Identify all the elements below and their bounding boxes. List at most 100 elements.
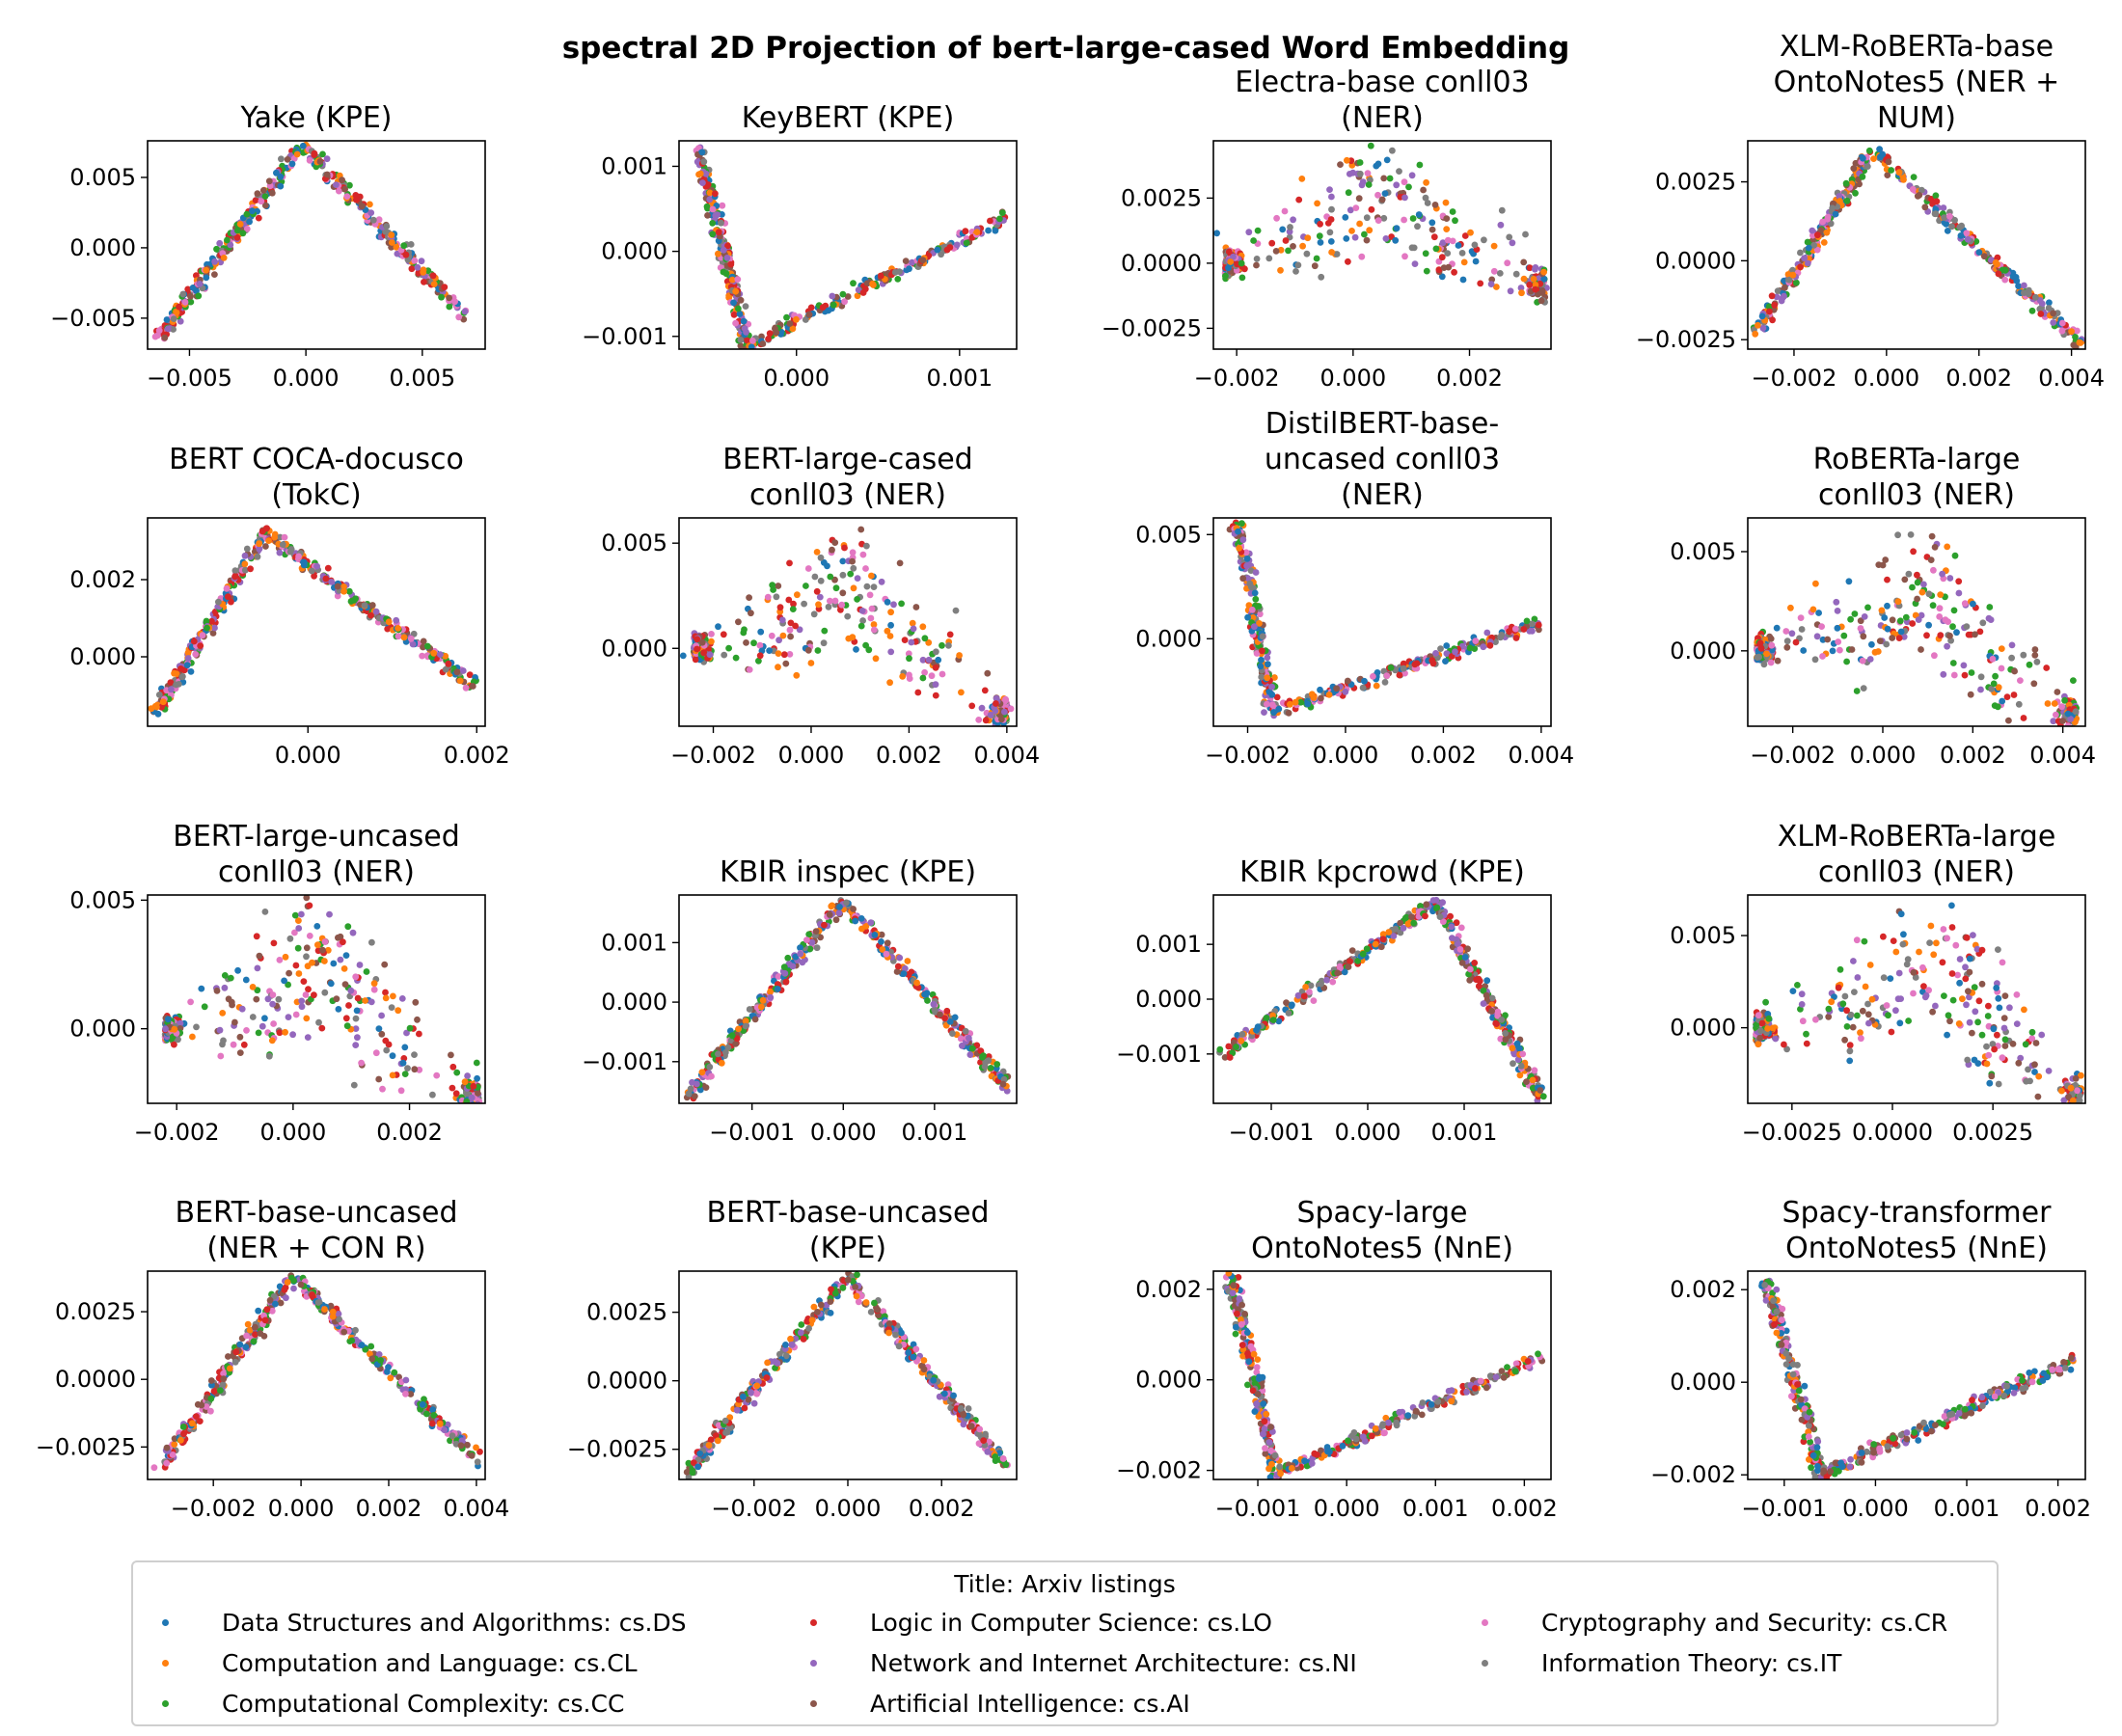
scatter-point-cs-lo <box>1317 220 1323 228</box>
scatter-point-cs-cr <box>2058 327 2066 335</box>
scatter-point-cs-ni <box>162 1025 169 1033</box>
scatter-point-cs-cl <box>241 560 249 568</box>
scatter-point-cs-cr <box>1439 918 1447 925</box>
scatter-point-cs-cc <box>1386 175 1394 182</box>
scatter-point-cs-ds <box>797 944 803 952</box>
scatter-point-cs-lo <box>790 600 797 608</box>
scatter-point-cs-ni <box>1393 181 1401 189</box>
scatter-point-cs-lo <box>1769 316 1776 324</box>
scatter-point-cs-cc <box>1423 267 1430 275</box>
scatter-point-cs-cc <box>1466 644 1474 652</box>
scatter-point-cs-lo <box>1259 647 1265 655</box>
scatter-point-cs-ai <box>1914 595 1920 603</box>
scatter-point-cs-ni <box>378 1012 385 1019</box>
scatter-point-cs-it <box>1326 229 1334 236</box>
scatter-point-cs-ai <box>341 185 348 193</box>
scatter-point-cs-lo <box>1295 196 1303 203</box>
scatter-point-cs-ds <box>399 1059 407 1067</box>
scatter-point-cs-lo <box>859 289 867 296</box>
scatter-point-cs-cl <box>236 221 244 228</box>
scatter-point-cs-cr <box>1490 267 1498 275</box>
scatter-point-cs-cc <box>2077 1106 2083 1113</box>
scatter-point-cs-ni <box>925 656 933 664</box>
scatter-point-cs-ds <box>836 904 843 910</box>
scatter-point-cs-cr <box>1952 941 1960 949</box>
scatter-point-cs-ni <box>1400 924 1407 932</box>
scatter-point-cs-ds <box>1957 232 1965 239</box>
scatter-point-cs-ai <box>919 257 927 264</box>
scatter-point-cs-cr <box>343 193 351 201</box>
scatter-point-cs-lo <box>354 994 362 1002</box>
scatter-point-cs-lo <box>1453 919 1460 927</box>
scatter-point-cs-cl <box>1366 227 1374 234</box>
scatter-point-cs-cr <box>838 601 846 609</box>
subplot-title: NUM) <box>1877 101 1956 135</box>
scatter-point-cs-ai <box>1334 969 1342 977</box>
scatter-point-cs-lo <box>1814 231 1821 239</box>
scatter-point-cs-ni <box>216 239 224 247</box>
scatter-point-cs-cr <box>321 938 329 945</box>
y-tick-label: 0.005 <box>601 529 667 556</box>
scatter-point-cs-ai <box>984 669 992 677</box>
scatter-point-cs-it <box>1883 640 1891 648</box>
scatter-point-cs-ds <box>187 668 195 675</box>
scatter-point-cs-ni <box>398 995 406 1002</box>
scatter-point-cs-cr <box>1919 963 1926 971</box>
scatter-point-cs-lo <box>914 689 922 696</box>
scatter-point-cs-cl <box>1227 258 1235 265</box>
scatter-point-cs-ai <box>1946 632 1953 639</box>
scatter-point-cs-lo <box>1994 254 2001 261</box>
scatter-point-cs-cl <box>148 705 155 713</box>
scatter-point-cs-ai <box>1380 175 1388 182</box>
scatter-point-cs-cl <box>340 587 347 595</box>
scatter-point-cs-ds <box>1317 239 1324 246</box>
scatter-point-cs-cl <box>189 1033 196 1041</box>
scatter-point-cs-cl <box>1862 983 1869 990</box>
scatter-point-cs-lo <box>1995 270 2002 278</box>
scatter-point-cs-ai <box>1817 227 1825 234</box>
scatter-point-cs-ni <box>816 593 824 601</box>
scatter-point-cs-cr <box>1364 170 1372 177</box>
scatter-point-cs-ai <box>265 177 273 185</box>
scatter-point-cs-ds <box>242 976 250 984</box>
scatter-point-cs-cl <box>758 1003 765 1011</box>
scatter-point-cs-ai <box>2001 992 2009 999</box>
scatter-point-cs-cr <box>1909 185 1917 193</box>
scatter-point-cs-cl <box>1820 239 1828 246</box>
scatter-point-cs-ai <box>368 602 376 609</box>
scatter-point-cs-ni <box>367 209 375 217</box>
scatter-point-cs-ai <box>1337 161 1344 169</box>
subplot-title: BERT COCA-docusco <box>169 443 464 476</box>
scatter-point-cs-it <box>1956 224 1964 231</box>
scatter-point-cs-cl <box>973 229 981 236</box>
scatter-point-cs-cc <box>1949 623 1956 631</box>
scatter-point-cs-cl <box>1236 544 1243 552</box>
scatter-point-cs-ai <box>839 589 847 597</box>
scatter-point-cs-ds <box>1393 225 1401 232</box>
scatter-point-cs-ni <box>356 962 364 968</box>
scatter-point-cs-ni <box>910 625 917 633</box>
scatter-point-cs-ai <box>1928 532 1936 540</box>
scatter-point-cs-cr <box>867 614 875 622</box>
scatter-point-cs-ni <box>295 925 303 932</box>
scatter-point-cs-ds <box>1361 677 1368 685</box>
scatter-point-cs-it <box>1471 241 1479 249</box>
scatter-point-cs-cr <box>1819 653 1826 660</box>
scatter-point-cs-cc <box>363 968 370 975</box>
scatter-point-cs-cr <box>1936 613 1944 620</box>
scatter-point-cs-it <box>1510 1060 1516 1068</box>
scatter-point-cs-cc <box>993 1061 1001 1068</box>
scatter-point-cs-cc <box>1843 658 1850 665</box>
scatter-point-cs-it <box>1529 620 1536 628</box>
scatter-point-cs-cl <box>1933 939 1940 947</box>
scatter-point-cs-ds <box>335 1006 342 1013</box>
x-tick-label: 0.000 <box>778 742 845 769</box>
scatter-point-cs-cc <box>1932 192 1940 200</box>
scatter-point-cs-cr <box>1954 971 1961 979</box>
scatter-point-cs-cc <box>709 220 717 227</box>
scatter-point-cs-cl <box>220 255 228 261</box>
scatter-point-cs-ni <box>867 919 875 926</box>
scatter-point-cs-ai <box>1535 290 1541 298</box>
y-tick-label: 0.0025 <box>1655 169 1736 196</box>
scatter-point-cs-cc <box>821 627 829 635</box>
